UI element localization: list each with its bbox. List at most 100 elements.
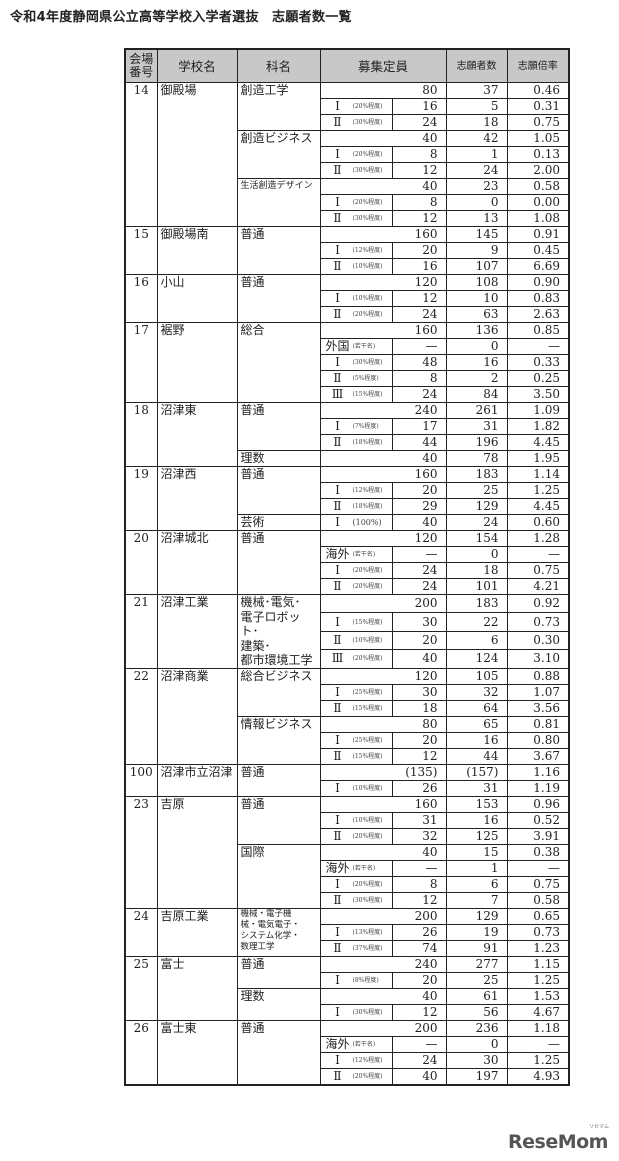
venue-number: 19 (124, 466, 158, 531)
selection-label: Ⅱ (333, 259, 342, 274)
selection-quota-note: (30%程度) (352, 167, 383, 174)
selection-type: Ⅰ (10%程度) (319, 811, 393, 829)
applicants-count: 30 (445, 1051, 508, 1069)
selection-type: Ⅰ (20%程度) (319, 98, 393, 115)
capacity: 24 (391, 114, 447, 131)
application-ratio: 1.09 (506, 402, 570, 419)
application-ratio: 4.21 (506, 578, 570, 595)
venue-number: 20 (124, 530, 158, 595)
school-name: 富士東 (156, 1019, 238, 1085)
applicants-count: 6 (445, 630, 508, 651)
major-name: 機械･電気･ 電子ロボット･ 建築･ 都市環境工学 (236, 594, 321, 669)
table-row: Ⅱ (30%程度) 12 7 0.58 (125, 891, 570, 909)
selection-quota-note: (10%程度) (352, 295, 383, 302)
selection-type: Ⅱ (20%程度) (319, 1067, 393, 1085)
school-name: 裾野 (156, 322, 238, 403)
applicants-count: 19 (445, 923, 508, 941)
selection-type-wrap: Ⅰ (15%程度) (323, 615, 390, 630)
applicants-count: 108 (445, 274, 508, 291)
applicants-count: 153 (445, 795, 508, 813)
selection-quota-note: (7%程度) (352, 423, 379, 430)
applicants-count: (157) (445, 763, 508, 781)
capacity-total: 160 (319, 466, 447, 483)
selection-quota-note: (10%程度) (352, 816, 383, 824)
major-name: 理数 (236, 450, 321, 467)
venue-number: 23 (124, 795, 158, 909)
capacity: 48 (391, 354, 447, 371)
selection-type-wrap: Ⅰ (12%程度) (323, 484, 390, 498)
major-name: 総合 (236, 322, 321, 403)
table-row: 海外 (若干名) —1— (125, 859, 570, 877)
selection-type: Ⅱ (30%程度) (319, 114, 393, 131)
selection-type: Ⅱ (20%程度) (319, 827, 393, 845)
applicants-count: 65 (445, 715, 508, 733)
applicants-count: 91 (445, 939, 508, 957)
capacity: 44 (391, 434, 447, 451)
application-ratio: 1.19 (506, 779, 570, 797)
major-name: 普通 (236, 530, 321, 595)
applicants-count: 13 (445, 210, 508, 227)
selection-type: 海外 (若干名) (319, 1035, 393, 1053)
applicants-count: 236 (445, 1019, 508, 1037)
selection-type-wrap: 外国 (若干名) (323, 340, 390, 354)
applicants-count: 84 (445, 386, 508, 403)
selection-label: Ⅰ (335, 563, 340, 578)
selection-type-wrap: Ⅰ (30%程度) (323, 1005, 390, 1019)
table-row: Ⅱ (18%程度) 44 196 4.45 (125, 434, 570, 451)
selection-label: Ⅰ (335, 924, 340, 939)
capacity-total: 120 (319, 530, 447, 547)
selection-label: Ⅱ (333, 115, 342, 130)
capacity: 40 (391, 1067, 447, 1085)
applicants-count: 15 (445, 843, 508, 861)
major-name: 芸術 (236, 514, 321, 531)
selection-quota-note: (若干名) (352, 864, 376, 872)
applicants-count: 18 (445, 114, 508, 131)
applicants-count: 25 (445, 971, 508, 989)
capacity: 12 (391, 747, 447, 765)
capacity-total: 40 (319, 987, 447, 1005)
selection-type: 海外 (若干名) (319, 546, 393, 563)
capacity: 74 (391, 939, 447, 957)
capacity: 20 (391, 630, 447, 651)
table-row: 17 裾野 総合 160 136 0.85 (124, 322, 570, 403)
applicants-table: 会場 番号 学校名 科名 募集定員 志願者数 志願倍率 14 御殿場 創造工学 80 3… (124, 48, 570, 1086)
application-ratio: 3.10 (506, 649, 570, 669)
applicants-count: 145 (445, 226, 508, 243)
application-ratio: 1.07 (506, 683, 570, 701)
applicants-count: 0 (445, 194, 508, 211)
applicants-count: 42 (445, 130, 508, 147)
applicants-count: 24 (445, 162, 508, 179)
selection-type: 海外 (若干名) (319, 859, 393, 877)
applicants-count: 277 (445, 955, 508, 973)
capacity: 31 (391, 811, 447, 829)
selection-type-wrap: Ⅱ (5%程度) (323, 372, 390, 386)
selection-label: Ⅱ (333, 748, 342, 763)
selection-label: Ⅰ (335, 291, 340, 306)
capacity: 20 (391, 242, 447, 259)
application-ratio: 1.82 (506, 418, 570, 435)
application-ratio: 1.05 (506, 130, 570, 147)
applicants-count: 183 (445, 593, 508, 614)
selection-type: Ⅱ (20%程度) (319, 578, 393, 595)
selection-type-wrap: Ⅰ (13%程度) (323, 924, 390, 939)
application-ratio: 1.16 (506, 763, 570, 781)
capacity: 40 (391, 514, 447, 531)
table-row: 18 沼津東 普通 240 261 1.09 (124, 402, 570, 467)
selection-label: Ⅱ (333, 435, 342, 450)
venue-number: 14 (124, 82, 158, 227)
table-row: 25 富士 普通 240 277 1.15 (124, 955, 570, 1021)
selection-quota-note: (20%程度) (352, 880, 383, 888)
application-ratio: — (506, 1035, 570, 1053)
table-row: Ⅰ (20%程度) 8 6 0.75 (125, 875, 570, 893)
capacity: 17 (391, 418, 447, 435)
selection-label: Ⅰ (335, 780, 340, 795)
selection-quota-note: (25%程度) (352, 736, 383, 744)
selection-quota-note: (12%程度) (352, 487, 383, 494)
school-name: 御殿場 (156, 82, 238, 227)
table-row: 26 富士東 普通 200 236 1.18 (124, 1019, 570, 1085)
application-ratio: 0.90 (506, 274, 570, 291)
applicants-count: 6 (445, 875, 508, 893)
table-row: Ⅰ (15%程度) 30 22 0.73 (125, 612, 570, 632)
application-ratio: — (506, 546, 570, 563)
table-row: Ⅰ (10%程度) 12 10 0.83 (125, 290, 570, 307)
